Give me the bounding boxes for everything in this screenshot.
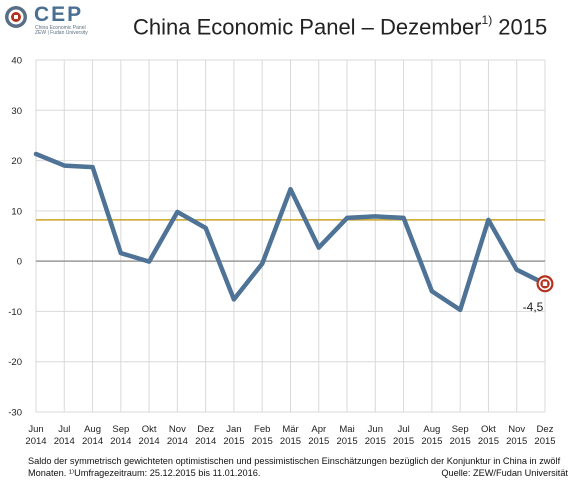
source-note: Quelle: ZEW/Fudan Universität xyxy=(441,467,568,478)
x-tick-month: Nov xyxy=(169,424,186,435)
x-tick-year: 2015 xyxy=(478,436,499,447)
logo-word: CEP xyxy=(34,3,84,26)
x-tick-year: 2014 xyxy=(195,436,216,447)
y-tick-label: 0 xyxy=(17,257,22,268)
x-tick-year: 2015 xyxy=(280,436,301,447)
x-tick-month: Okt xyxy=(142,424,157,435)
x-tick-year: 2015 xyxy=(336,436,357,447)
x-tick-month: Mär xyxy=(282,424,298,435)
last-point-marker-center xyxy=(542,281,548,286)
data-point xyxy=(90,165,95,170)
data-point xyxy=(62,163,67,168)
x-tick-year: 2015 xyxy=(365,436,386,447)
data-point xyxy=(175,209,180,214)
chart-title-main: China Economic Panel – Dezember xyxy=(133,14,482,40)
y-tick-label: -20 xyxy=(8,357,22,368)
data-point xyxy=(118,251,123,256)
data-point xyxy=(373,214,378,219)
chart-title-year: 2015 xyxy=(492,14,548,40)
data-point xyxy=(458,307,463,312)
data-point xyxy=(345,215,350,220)
x-tick-year: 2015 xyxy=(534,436,555,447)
y-tick-label: 30 xyxy=(11,106,22,117)
footnote-line-1: Saldo der symmetrisch gewichteten optimi… xyxy=(28,456,561,466)
x-tick-month: Dez xyxy=(537,424,554,435)
data-point xyxy=(316,245,321,250)
x-tick-year: 2014 xyxy=(25,436,46,447)
footnote: Saldo der symmetrisch gewichteten optimi… xyxy=(28,456,568,479)
data-point xyxy=(401,215,406,220)
vertical-gridlines xyxy=(35,60,546,412)
x-tick-year: 2015 xyxy=(506,436,527,447)
x-tick-year: 2015 xyxy=(393,436,414,447)
x-tick-month: Okt xyxy=(481,424,496,435)
x-tick-month: Sep xyxy=(112,424,129,435)
x-tick-month: Aug xyxy=(84,424,101,435)
x-tick-year: 2014 xyxy=(82,436,103,447)
footnote-line-2: Monaten. ¹⁾Umfragezeitraum: 25.12.2015 b… xyxy=(28,467,261,478)
x-tick-year: 2014 xyxy=(110,436,131,447)
x-tick-month: Dez xyxy=(197,424,214,435)
x-tick-month: Apr xyxy=(311,424,326,435)
x-tick-month: Sep xyxy=(452,424,469,435)
last-point-marker-ring xyxy=(538,277,552,291)
x-tick-year: 2015 xyxy=(308,436,329,447)
y-tick-label: -30 xyxy=(8,408,22,419)
y-tick-label: -10 xyxy=(8,307,22,318)
cep-logo-icon xyxy=(5,6,27,28)
cep-logo: CEP China Economic Panel ZEW | Fudan Uni… xyxy=(4,3,122,36)
x-axis-ticks: Jun2014Jul2014Aug2014Sep2014Okt2014Nov20… xyxy=(25,424,555,447)
series-layer: -4,5 xyxy=(33,151,554,314)
data-point xyxy=(231,297,236,302)
x-tick-year: 2014 xyxy=(139,436,160,447)
horizontal-gridlines xyxy=(36,59,545,413)
data-point xyxy=(260,261,265,266)
x-tick-year: 2015 xyxy=(223,436,244,447)
logo-subtitle-2: ZEW | Fudan University xyxy=(35,30,88,36)
data-point xyxy=(34,152,38,157)
data-point xyxy=(486,217,491,222)
x-tick-month: Jan xyxy=(226,424,241,435)
logo-subtitle-1: China Economic Panel xyxy=(35,25,86,31)
y-tick-label: 10 xyxy=(11,206,22,217)
x-tick-month: Mai xyxy=(339,424,354,435)
x-tick-year: 2015 xyxy=(252,436,273,447)
chart-title-footnote-mark: 1) xyxy=(481,13,493,27)
x-tick-month: Jun xyxy=(368,424,383,435)
x-tick-year: 2015 xyxy=(450,436,471,447)
x-tick-year: 2014 xyxy=(54,436,75,447)
last-value-label: -4,5 xyxy=(523,300,544,314)
x-tick-month: Jul xyxy=(58,424,70,435)
x-tick-year: 2014 xyxy=(167,436,188,447)
data-point xyxy=(203,225,208,230)
data-point xyxy=(429,289,434,294)
chart-title: China Economic Panel – Dezember1) 2015 xyxy=(133,8,547,41)
x-tick-month: Jun xyxy=(28,424,43,435)
x-tick-month: Feb xyxy=(254,424,270,435)
x-tick-month: Nov xyxy=(508,424,525,435)
x-tick-year: 2015 xyxy=(421,436,442,447)
data-point xyxy=(514,267,519,272)
data-point xyxy=(147,259,152,264)
data-point xyxy=(288,187,293,192)
y-tick-label: 20 xyxy=(11,156,22,167)
x-tick-month: Jul xyxy=(398,424,410,435)
x-tick-month: Aug xyxy=(423,424,440,435)
y-tick-label: 40 xyxy=(11,56,22,67)
y-axis-ticks: -30 -20 -10 0 10 20 30 40 xyxy=(8,56,22,419)
